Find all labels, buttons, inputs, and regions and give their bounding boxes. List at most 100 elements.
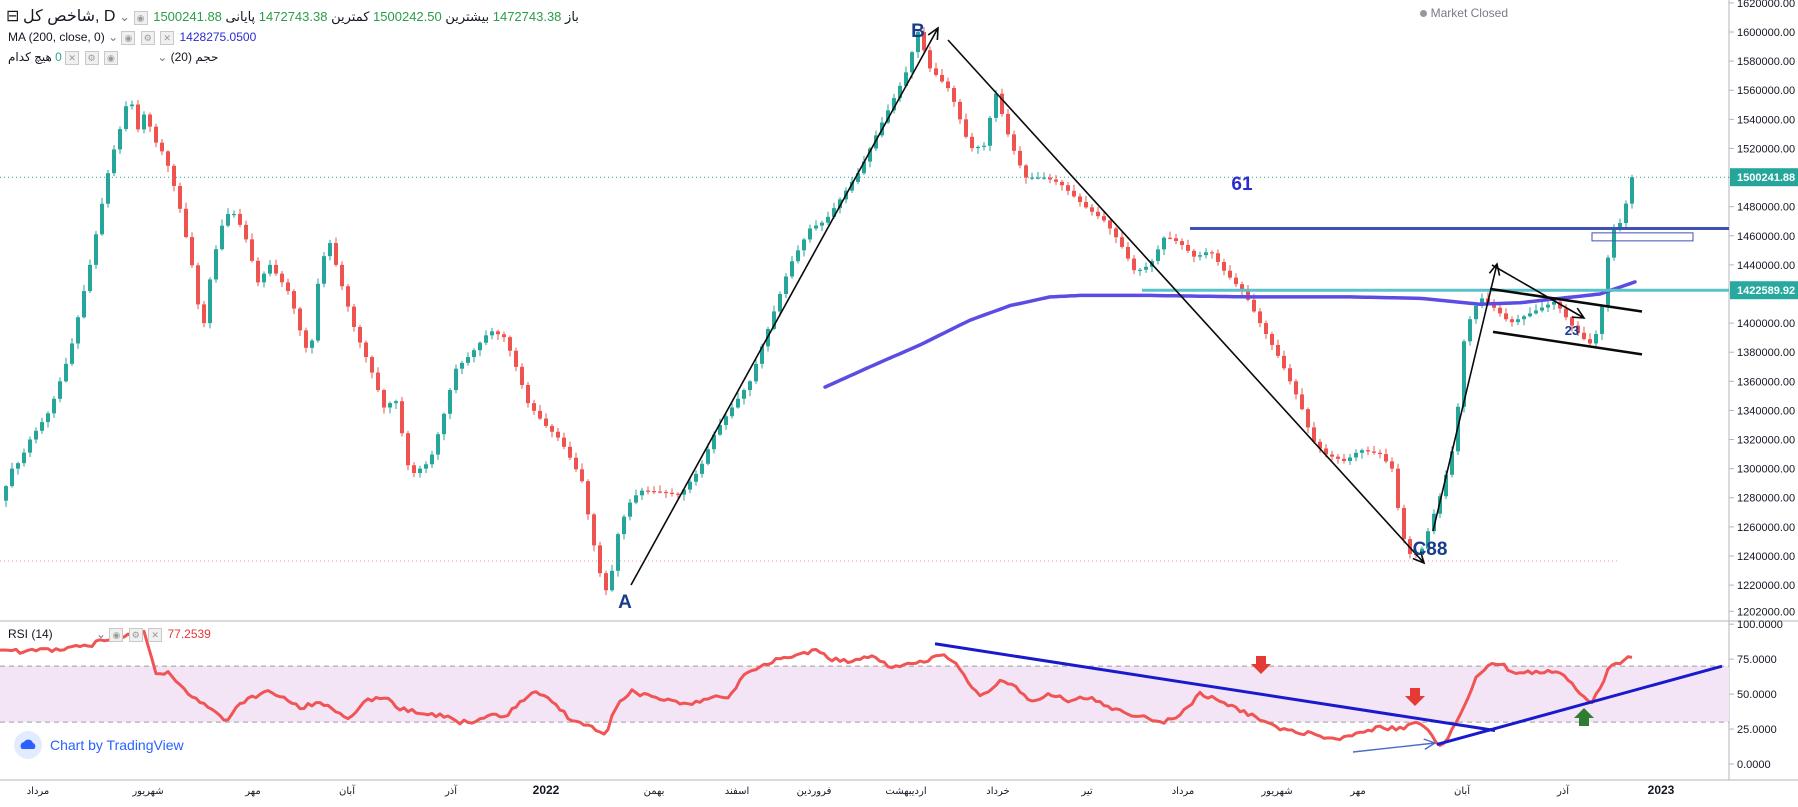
candle[interactable] (424, 464, 428, 469)
candle[interactable] (328, 243, 332, 257)
candle[interactable] (484, 335, 488, 343)
candle[interactable] (916, 32, 920, 53)
candle[interactable] (994, 93, 998, 118)
candle[interactable] (1180, 241, 1184, 245)
candle[interactable] (1468, 319, 1472, 342)
candle[interactable] (442, 413, 446, 435)
candle[interactable] (472, 350, 476, 358)
symbol-title[interactable]: شاخص کل, D (23, 8, 116, 25)
candle[interactable] (1576, 325, 1580, 333)
candle[interactable] (448, 390, 452, 414)
candle[interactable] (946, 81, 950, 89)
candle[interactable] (1570, 317, 1574, 326)
candle[interactable] (898, 85, 902, 99)
close-icon[interactable]: ✕ (148, 627, 163, 642)
candle[interactable] (520, 366, 524, 386)
candle[interactable] (286, 282, 290, 292)
candle[interactable] (736, 398, 740, 408)
candle[interactable] (214, 249, 218, 280)
candle[interactable] (862, 161, 866, 174)
candle[interactable] (1090, 207, 1094, 212)
candle[interactable] (646, 490, 650, 492)
candle[interactable] (1612, 228, 1616, 258)
candle[interactable] (4, 486, 8, 501)
candle[interactable] (178, 185, 182, 209)
candle[interactable] (718, 424, 722, 435)
candle[interactable] (1210, 252, 1214, 254)
candle[interactable] (1342, 458, 1346, 461)
candle[interactable] (370, 357, 374, 373)
rsi-resistance-trendline[interactable] (934, 642, 1496, 732)
candle[interactable] (1162, 237, 1166, 250)
candle[interactable] (1084, 202, 1088, 208)
candle[interactable] (754, 363, 758, 382)
wave-ab-arrow[interactable] (630, 26, 939, 586)
candle[interactable] (88, 264, 92, 292)
candle[interactable] (1006, 114, 1010, 135)
candle[interactable] (1420, 548, 1424, 555)
candle[interactable] (724, 416, 728, 425)
candle[interactable] (1126, 246, 1130, 259)
candle[interactable] (466, 357, 470, 363)
candle[interactable] (838, 199, 842, 209)
candle[interactable] (676, 493, 680, 495)
candle[interactable] (94, 234, 98, 265)
candle[interactable] (652, 491, 656, 493)
candle[interactable] (232, 213, 236, 216)
candle[interactable] (1078, 196, 1082, 203)
candle[interactable] (58, 381, 62, 399)
candle[interactable] (790, 261, 794, 277)
candle[interactable] (1288, 368, 1292, 382)
candle[interactable] (64, 363, 68, 382)
candle[interactable] (1630, 177, 1634, 204)
candle[interactable] (1396, 468, 1400, 508)
chevron-down-icon[interactable]: ⌄ (108, 30, 119, 44)
candle[interactable] (280, 273, 284, 283)
candle[interactable] (526, 385, 530, 404)
candle[interactable] (1132, 258, 1136, 271)
chevron-down-icon[interactable]: ⌄ (119, 9, 130, 24)
candle[interactable] (1372, 451, 1376, 453)
candle[interactable] (160, 142, 164, 152)
candle[interactable] (1354, 452, 1358, 458)
candle[interactable] (910, 52, 914, 73)
candle[interactable] (1564, 308, 1568, 318)
candle[interactable] (598, 545, 602, 574)
candle[interactable] (856, 173, 860, 182)
candle[interactable] (748, 381, 752, 391)
candle[interactable] (586, 481, 590, 515)
candle[interactable] (40, 422, 44, 431)
candle[interactable] (268, 264, 272, 274)
candle[interactable] (388, 403, 392, 408)
candle[interactable] (1534, 310, 1538, 314)
candle[interactable] (1252, 299, 1256, 312)
candle[interactable] (124, 106, 128, 130)
candle[interactable] (262, 273, 266, 283)
candles[interactable] (4, 27, 1634, 596)
candle[interactable] (934, 68, 938, 75)
candle[interactable] (1540, 307, 1544, 311)
candle[interactable] (886, 110, 890, 123)
candle[interactable] (1516, 319, 1520, 323)
candle[interactable] (772, 311, 776, 329)
candle[interactable] (1066, 185, 1070, 191)
candle[interactable] (1594, 334, 1598, 344)
candle[interactable] (1294, 381, 1298, 395)
candle[interactable] (562, 437, 566, 447)
candle[interactable] (1156, 249, 1160, 262)
candle[interactable] (376, 372, 380, 391)
candle[interactable] (1000, 93, 1004, 115)
candle[interactable] (454, 368, 458, 391)
candle[interactable] (478, 342, 482, 351)
candle[interactable] (604, 573, 608, 591)
candle[interactable] (1060, 181, 1064, 186)
candle[interactable] (1402, 507, 1406, 540)
candle[interactable] (1102, 216, 1106, 221)
candle[interactable] (244, 224, 248, 240)
candle[interactable] (988, 117, 992, 146)
candle[interactable] (1258, 311, 1262, 324)
candle[interactable] (418, 468, 422, 474)
candle[interactable] (1426, 531, 1430, 549)
candle[interactable] (364, 342, 368, 358)
candle[interactable] (580, 469, 584, 482)
